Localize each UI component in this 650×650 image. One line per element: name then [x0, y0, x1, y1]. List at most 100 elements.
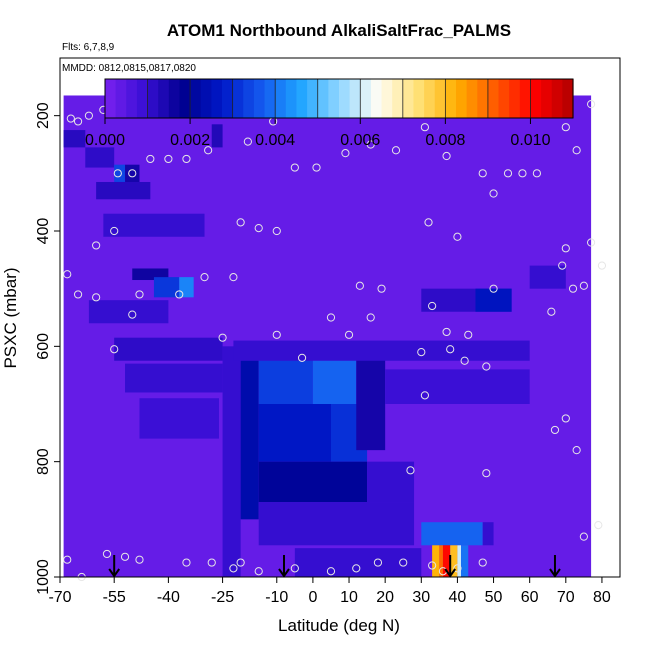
sample-point: [204, 146, 213, 155]
y-tick-label: 600: [35, 333, 52, 360]
colorbar-swatch: [551, 79, 563, 118]
heatmap-cell: [367, 461, 415, 503]
flight-arrow: [278, 555, 290, 578]
heatmap-cell: [233, 340, 530, 361]
colorbar-swatch: [562, 79, 574, 118]
x-tick-label: 60: [521, 589, 539, 606]
heatmap-cell: [132, 268, 169, 281]
heatmap-cell: [258, 404, 331, 462]
colorbar-swatch: [307, 79, 319, 118]
sample-point: [561, 244, 570, 253]
sample-point: [572, 146, 581, 155]
heatmap-cell: [450, 545, 458, 577]
sample-point: [272, 330, 281, 339]
flight-arrow: [108, 555, 121, 578]
colorbar-swatch: [477, 79, 489, 118]
sample-point: [489, 189, 498, 198]
heatmap-cell: [85, 147, 115, 168]
x-tick-label: 30: [412, 589, 430, 606]
sample-point: [73, 117, 83, 126]
colorbar-swatch: [541, 79, 553, 118]
colorbar-swatch: [285, 79, 298, 118]
heatmap-cell: [63, 130, 86, 148]
y-tick-label: 400: [35, 218, 52, 245]
colorbar-swatch: [519, 79, 532, 118]
colorbar-swatch: [349, 79, 361, 118]
colorbar-swatch: [126, 79, 138, 118]
sample-point: [182, 154, 191, 164]
sample-point: [182, 558, 191, 567]
colorbar-swatch: [487, 79, 500, 118]
sample-point: [207, 558, 216, 567]
y-axis-label: PSXC (mbar): [1, 267, 20, 368]
x-tick-label: -10: [265, 589, 288, 606]
colorbar-swatch: [445, 79, 457, 118]
sample-point: [110, 226, 119, 236]
sample-point: [254, 224, 263, 233]
sample-points: [63, 100, 607, 582]
sample-point: [92, 241, 101, 250]
dates-annotation: MMDD: 0812,0815,0817,0820: [62, 63, 196, 74]
x-axis: -70 -55 -40 -25 -10 0 10 20 30 40 50 60 70 80: [48, 577, 611, 606]
sample-point: [453, 564, 462, 573]
sample-point: [254, 567, 263, 576]
sample-point: [63, 270, 72, 279]
sample-point: [229, 273, 238, 282]
sample-point: [406, 466, 415, 475]
colorbar-swatch: [413, 79, 425, 118]
heatmap-cell: [439, 545, 443, 577]
colorbar-swatch: [296, 79, 308, 118]
colorbar-swatch: [115, 79, 127, 118]
heatmap-cell: [179, 277, 194, 298]
sample-point: [453, 232, 462, 241]
sample-point: [326, 313, 336, 322]
sample-point: [113, 169, 122, 178]
sample-point: [420, 123, 430, 132]
heatmap-cell: [421, 522, 483, 546]
colorbar-swatch: [328, 79, 340, 118]
sample-point: [464, 330, 473, 339]
x-tick-label: -40: [157, 589, 180, 606]
sample-point: [135, 290, 144, 299]
colorbar-tick-label: 0.000: [85, 132, 125, 149]
sample-point: [128, 169, 137, 178]
colorbar-swatch: [232, 79, 244, 118]
sample-point: [243, 137, 252, 146]
heatmap-cell: [139, 398, 219, 439]
sample-point: [428, 301, 437, 311]
flight-arrows: [108, 555, 561, 578]
x-tick-label: 20: [376, 589, 394, 606]
sample-point: [218, 333, 227, 342]
sample-point: [518, 169, 527, 178]
x-tick-label: -25: [211, 589, 234, 606]
sample-point: [164, 154, 173, 164]
sample-point: [478, 169, 487, 178]
colorbar-tick-label: 0.002: [170, 132, 210, 149]
sample-point: [366, 140, 375, 149]
colorbar-swatch: [105, 79, 117, 118]
y-tick-label: 1000: [35, 559, 52, 595]
colorbar-swatch: [264, 79, 276, 118]
colorbar-swatch: [370, 79, 383, 118]
heatmap-cell: [482, 522, 494, 546]
sample-point: [399, 558, 408, 567]
colorbar-swatch: [158, 79, 170, 118]
colorbar: 0.000 0.002 0.004 0.006 0.008 0.010: [85, 78, 574, 149]
x-axis-label: Latitude (deg N): [278, 616, 400, 635]
sample-point: [442, 151, 451, 161]
colorbar-swatch: [360, 79, 372, 118]
heatmap-cell: [222, 346, 241, 577]
x-tick-label: 40: [449, 589, 467, 606]
colorbar-swatch: [381, 79, 393, 118]
colorbar-swatch: [253, 79, 266, 118]
heatmap-cell: [529, 265, 566, 289]
sample-point: [446, 345, 455, 354]
colorbar-swatch: [466, 79, 478, 118]
sample-point: [326, 567, 336, 576]
chart-title: ATOM1 Northbound AlkaliSaltFrac_PALMS: [167, 21, 511, 40]
sample-point: [344, 330, 354, 339]
sample-point: [482, 469, 491, 478]
sample-point: [597, 261, 607, 270]
y-axis: 200 400 600 800 1000: [35, 102, 60, 595]
sample-point: [417, 348, 426, 357]
